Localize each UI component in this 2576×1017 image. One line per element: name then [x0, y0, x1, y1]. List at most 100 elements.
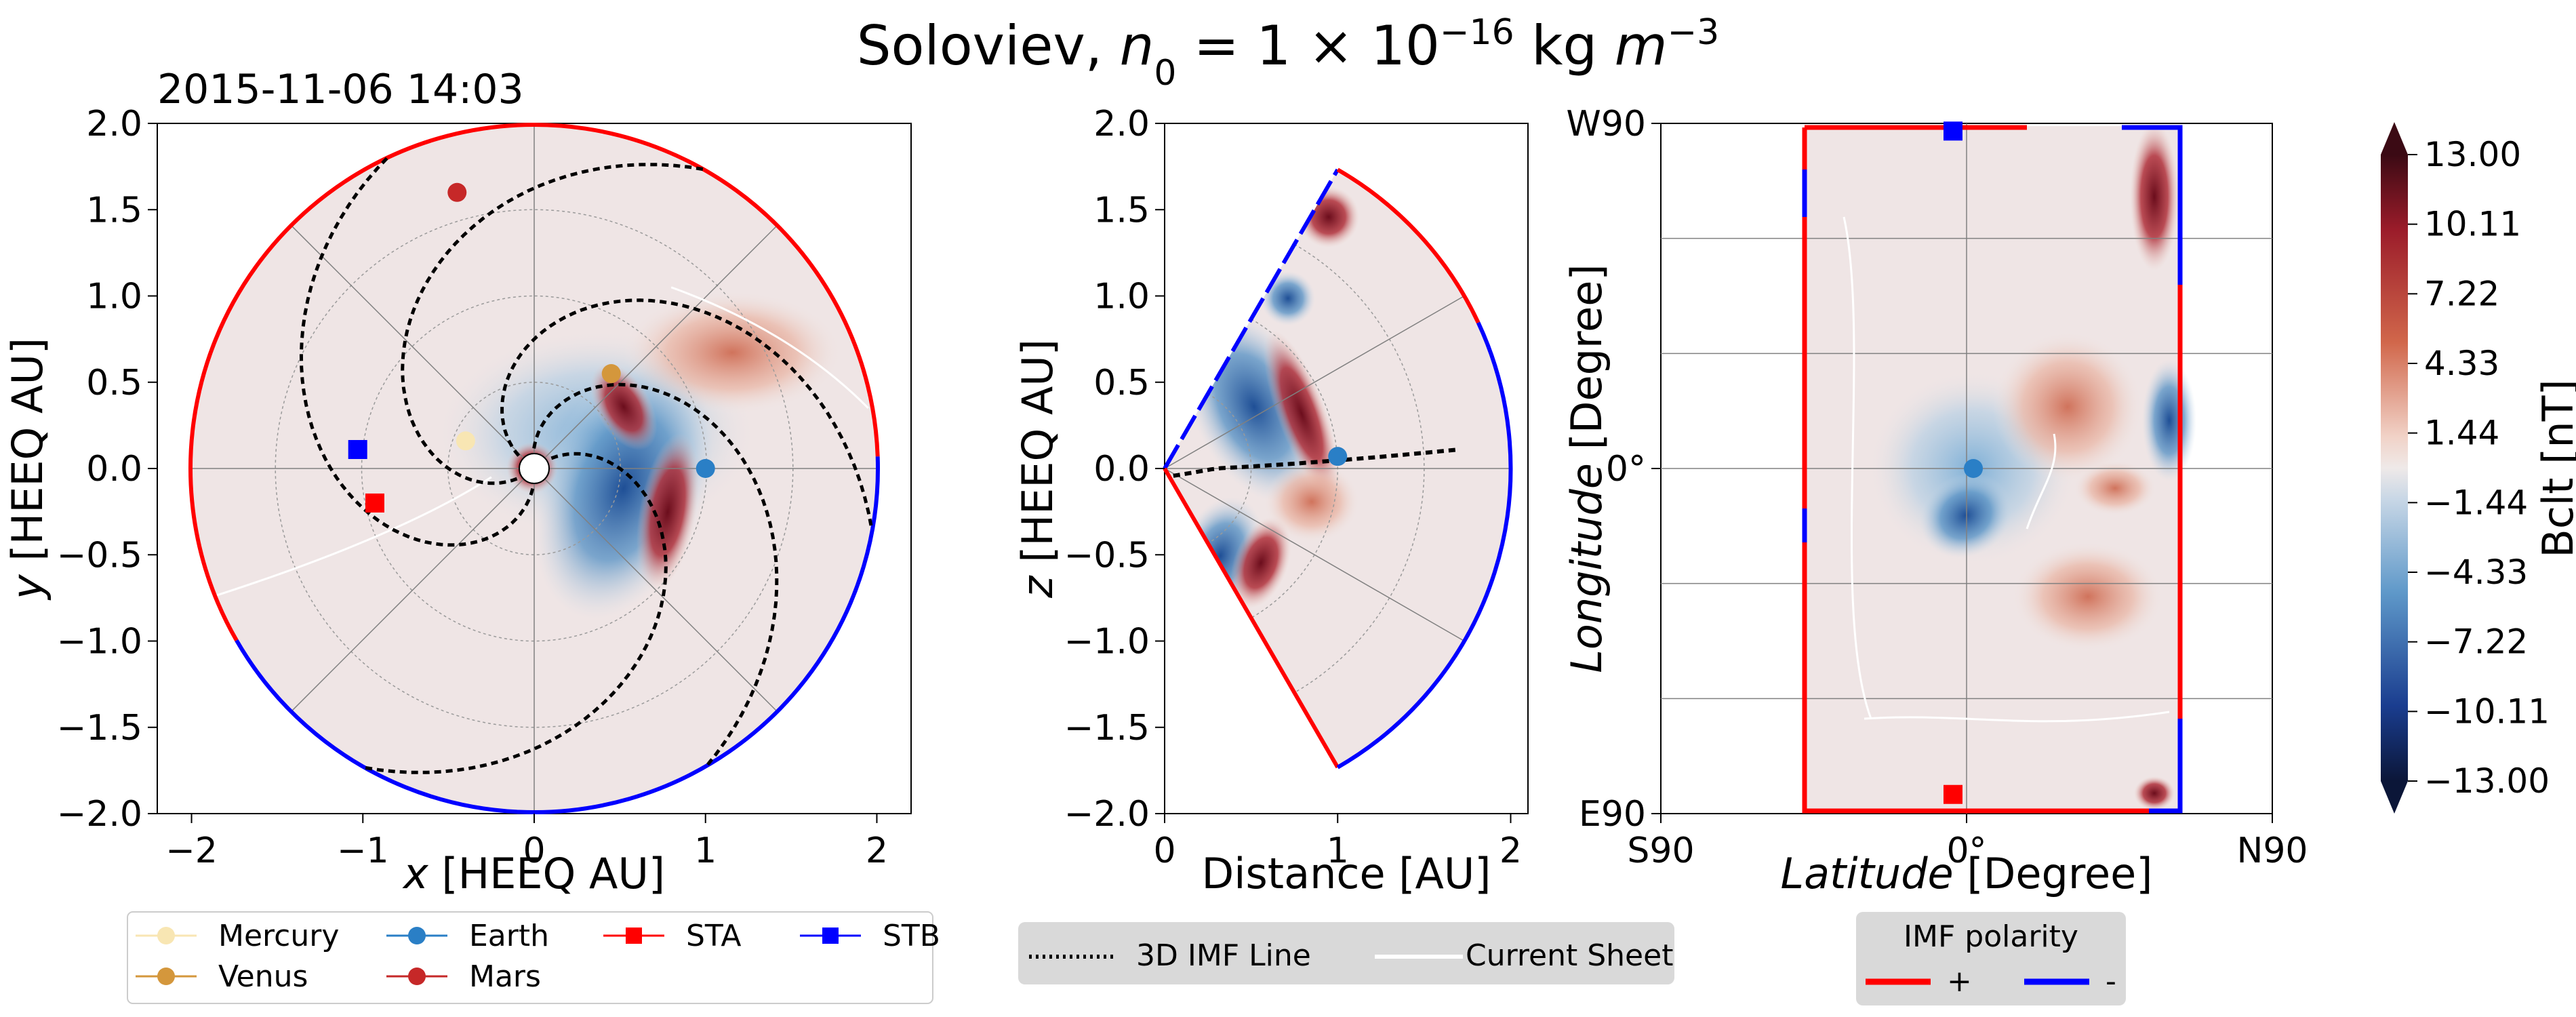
mars-marker: [447, 182, 467, 202]
ecliptic-panel: −2 −1 0 1 2 2.0 1.5 1.0 0.5 0.0 −0.5 −1.0 −1.5 −2.0 x…: [3, 104, 912, 898]
sta-legend-label: STA: [686, 919, 742, 953]
field-blob-red-small: [590, 363, 658, 450]
y-tick-label: 2.0: [86, 104, 142, 144]
ecliptic-ylabel: y [HEEQ AU]: [3, 338, 52, 601]
y-tick-label: 1.0: [1093, 277, 1150, 317]
x-tick-label: 0: [1153, 831, 1175, 871]
y-tick-label: 2.0: [1093, 104, 1150, 144]
ecliptic-xlabel: x [HEEQ AU]: [402, 849, 665, 898]
colorbar-tick-label: 13.00: [2424, 135, 2521, 174]
sta-marker: [365, 493, 384, 513]
colorbar-ticks: 13.00 10.11 7.22 4.33 1.44 −1.44 −4.33 −7.22 −10…: [2408, 135, 2550, 801]
venus-marker: [601, 364, 621, 384]
meridional-imf-line: [1173, 447, 1460, 478]
sta-legend-marker: [626, 928, 642, 944]
latlon-xlabel: Latitude [Degree]: [1781, 849, 2153, 898]
meridional-xlabel: Distance [AU]: [1202, 849, 1491, 898]
y-tick-label: −1.0: [57, 622, 142, 662]
x-tick-label: 1: [694, 831, 717, 871]
colorbar-tick-label: −4.33: [2424, 553, 2528, 592]
venus-legend-label: Venus: [218, 959, 308, 994]
positive-polarity-arc: [1336, 167, 1481, 324]
y-tick-label: 0.5: [1093, 363, 1150, 403]
field-blob-red: [636, 433, 700, 591]
imf-spiral-line: [299, 154, 536, 547]
y-tick-label: 0.5: [86, 363, 142, 403]
x-tick-label: S90: [1627, 831, 1694, 871]
y-tick-label: W90: [1566, 104, 1646, 144]
y-tick-label: −2.0: [1064, 794, 1150, 835]
latlon-ylabel: Longitude [Degree]: [1562, 264, 1611, 673]
colorbar-tick-label: −7.22: [2424, 622, 2528, 662]
x-tick-label: 2: [866, 831, 888, 871]
x-tick-label: N90: [2236, 831, 2308, 871]
current-sheet-contour: [1843, 216, 2170, 723]
colorbar-tick-label: −10.11: [2424, 692, 2550, 731]
x-tick-label: −2: [165, 831, 218, 871]
polarity-legend-title: IMF polarity: [1904, 919, 2078, 954]
bodies-legend-frame: [127, 911, 933, 1004]
ecliptic-field-structures: [441, 292, 841, 619]
mercury-marker: [456, 431, 475, 451]
lower-edge-polarity: [1163, 467, 1340, 769]
lines-legend: 3D IMF Line Current Sheet: [1018, 922, 1674, 984]
earth-legend-label: Earth: [469, 919, 549, 953]
y-tick-label: 1.5: [86, 190, 142, 231]
colorbar-tick-label: 7.22: [2424, 274, 2499, 313]
colorbar-label: Bclt [nT]: [2533, 379, 2576, 557]
meridional-ticks: 0 1 2 2.0 1.5 1.0 0.5 0.0 −0.5 −1.0 −1.5 −2.0: [1064, 104, 1522, 871]
field-blob-light-red: [624, 292, 841, 414]
current-sheet-legend-label: Current Sheet: [1466, 938, 1673, 973]
latlon-body-markers: [1943, 121, 1984, 804]
stb-marker: [1943, 121, 1963, 141]
latlon-boundary-polarity: [1802, 125, 2183, 814]
y-tick-label: −0.5: [57, 535, 142, 576]
x-tick-label: −1: [337, 831, 389, 871]
y-tick-label: −2.0: [57, 794, 142, 835]
colorbar-gradient: [2381, 155, 2408, 781]
stb-marker: [348, 440, 367, 460]
figure-title: Soloviev, n0 = 1 × 10−16 kg m−3: [857, 12, 1719, 94]
latlon-panel: S90 0° N90 W90 0° E90 Latitude [Degree] Longi…: [1562, 104, 2308, 898]
imf-spiral-line: [362, 452, 668, 774]
positive-polarity-label: +: [1947, 964, 1972, 999]
colorbar: 13.00 10.11 7.22 4.33 1.44 −1.44 −4.33 −7.22 −10…: [2381, 122, 2576, 814]
meridional-boundary-polarity: [1163, 167, 1513, 770]
polar-grid-spoke: [1164, 295, 1465, 469]
meridional-body-markers: [1328, 447, 1348, 466]
imf-spiral-line: [500, 298, 874, 529]
mercury-legend-marker: [157, 927, 175, 944]
bodies-legend: Mercury Venus Earth Mars STA STB: [127, 911, 940, 1004]
x-tick-label: 0: [523, 831, 545, 871]
ecliptic-ticks: −2 −1 0 1 2 2.0 1.5 1.0 0.5 0.0 −0.5 −1.0 −1.5 −2.0: [57, 104, 888, 871]
mars-legend-label: Mars: [469, 959, 541, 994]
x-tick-label: 2: [1500, 831, 1522, 871]
mars-legend-marker: [408, 968, 426, 985]
y-tick-label: −1.5: [57, 708, 142, 749]
mercury-legend-label: Mercury: [218, 919, 339, 953]
upper-edge-polarity: [1163, 168, 1340, 470]
stb-legend-marker: [822, 928, 839, 944]
x-tick-label: 0°: [1946, 831, 1986, 871]
latlon-ticks: S90 0° N90 W90 0° E90: [1566, 104, 2308, 871]
venus-legend-marker: [157, 968, 175, 985]
earth-marker: [1328, 447, 1348, 466]
y-tick-label: −0.5: [1064, 535, 1150, 576]
meridional-panel: 0 1 2 2.0 1.5 1.0 0.5 0.0 −0.5 −1.0 −1.5 −2.0 Dista…: [1013, 104, 1529, 898]
imf-spiral-line: [401, 163, 706, 485]
negative-polarity-arc: [1336, 321, 1513, 770]
current-sheet-contour: [670, 286, 869, 409]
y-tick-label: 0°: [1606, 449, 1646, 490]
x-tick-label: 1: [1327, 831, 1349, 871]
colorbar-top-extension: [2381, 122, 2408, 155]
earth-marker: [1964, 459, 1984, 478]
meridional-polar-grid: [1164, 243, 1511, 694]
negative-polarity-arc: [235, 456, 880, 814]
earth-legend-marker: [408, 927, 426, 944]
positive-polarity-arc: [188, 123, 880, 641]
timestamp: 2015-11-06 14:03: [157, 66, 524, 113]
colorbar-tick-label: 10.11: [2424, 205, 2521, 244]
ecliptic-boundary-polarity: [188, 123, 880, 814]
negative-polarity-label: -: [2106, 964, 2116, 999]
